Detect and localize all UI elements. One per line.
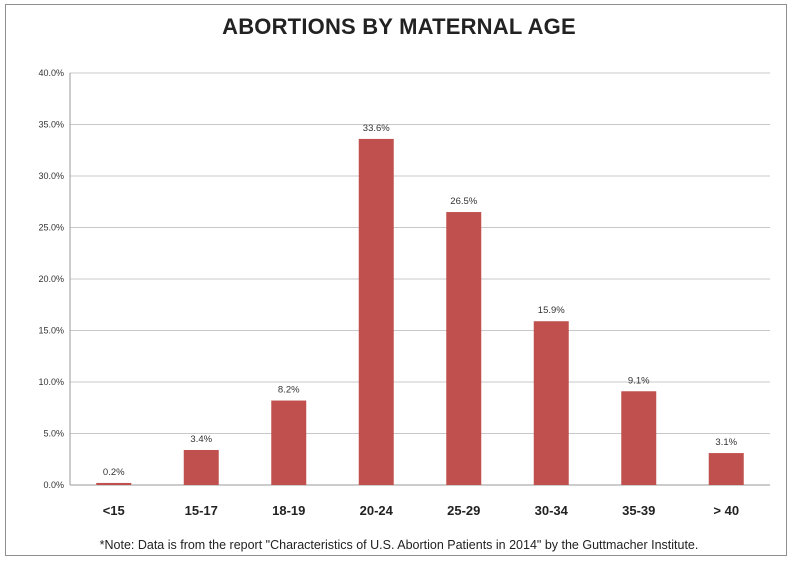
chart-frame [5,4,787,556]
bar [621,391,657,485]
chart-title: ABORTIONS BY MATERNAL AGE [222,14,576,39]
x-category-label: <15 [103,503,125,518]
x-category-label: 15-17 [185,503,218,518]
x-category-label: 18-19 [272,503,305,518]
y-tick-label: 0.0% [43,480,64,490]
bar [183,449,219,485]
y-tick-label: 40.0% [38,68,64,78]
data-label: 8.2% [278,385,300,396]
y-tick-label: 10.0% [38,377,64,387]
bar [96,482,132,485]
bar [708,453,744,485]
bar [358,138,394,486]
y-tick-label: 20.0% [38,274,64,284]
data-label: 33.6% [363,123,390,134]
y-tick-label: 25.0% [38,223,64,233]
source-note: *Note: Data is from the report "Characte… [99,538,699,552]
data-label: 0.2% [103,467,125,478]
bar [446,212,482,486]
x-category-label: 20-24 [360,503,394,518]
y-tick-label: 5.0% [43,429,64,439]
data-label: 3.4% [190,434,212,445]
data-label: 26.5% [450,196,477,207]
y-tick-label: 30.0% [38,171,64,181]
x-category-label: 35-39 [622,503,655,518]
x-category-label: 25-29 [447,503,480,518]
y-tick-label: 35.0% [38,120,64,130]
x-category-label: 30-34 [535,503,569,518]
y-tick-label: 15.0% [38,326,64,336]
data-label: 15.9% [538,305,565,316]
x-category-label: > 40 [713,503,739,518]
bar [533,321,569,485]
data-label: 9.1% [628,375,650,386]
data-label: 3.1% [715,437,737,448]
bar [271,400,307,485]
